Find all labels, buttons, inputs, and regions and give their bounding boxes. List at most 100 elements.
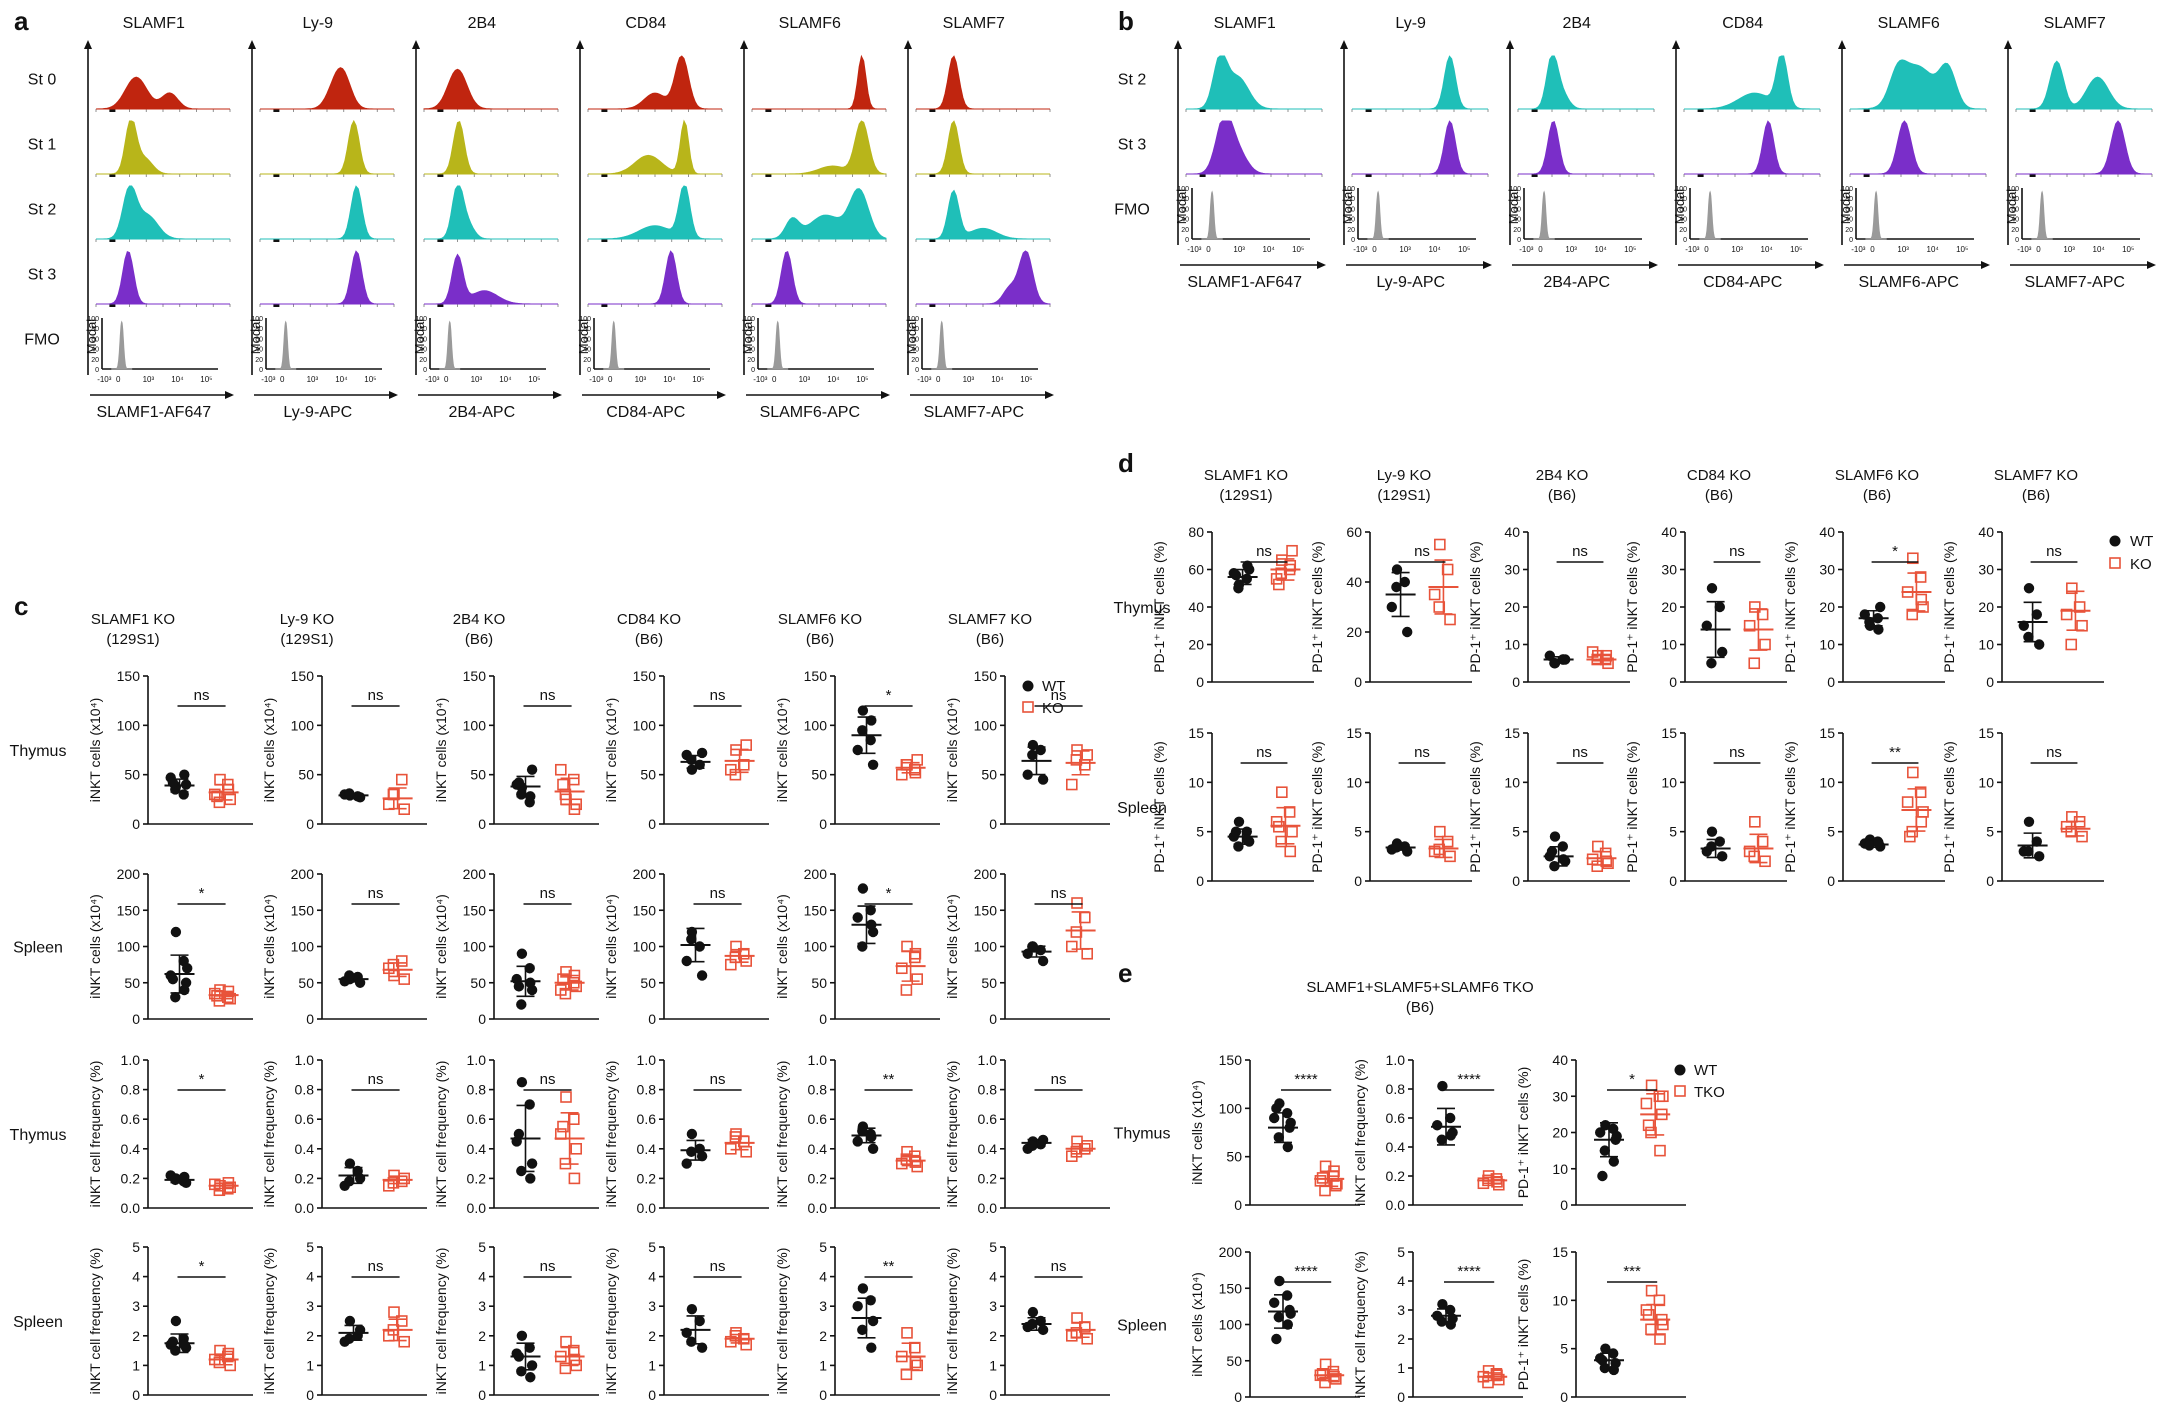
modal-tick-label: 0 (259, 367, 263, 374)
ko-point (387, 1177, 400, 1189)
histogram-zero-marker (273, 174, 280, 177)
ko-point (1756, 608, 1769, 621)
ko-point (1482, 1376, 1494, 1389)
wt-point (1437, 1080, 1448, 1092)
ko-point (737, 947, 750, 960)
ko-point (1642, 1309, 1655, 1321)
ko-point (1491, 1369, 1503, 1382)
modal-tick-label: 100 (251, 316, 263, 323)
ko-point (211, 989, 223, 1002)
scatter-y-tick-label: 0.2 (295, 1170, 315, 1186)
ko-point (1917, 601, 1929, 613)
scatter-y-tick-label: 0 (478, 1387, 486, 1403)
ko-point (1654, 1144, 1666, 1157)
modal-tick-label: 100 (2007, 186, 2019, 193)
scatter-y-tick-label: 30 (1978, 562, 1994, 578)
ko-point (1444, 850, 1456, 863)
scatter-y-axis-label: PD-1⁺ iNKT cells (%) (1624, 741, 1640, 873)
scatter-column-title: SLAMF6 KO (778, 611, 862, 628)
ko-point (729, 768, 742, 781)
significance-label: ** (883, 1258, 895, 1275)
scatter-y-tick-label: 10 (1504, 637, 1520, 653)
scatter-y-tick-label: 15 (1504, 725, 1520, 741)
scatter-y-axis-label: PD-1⁺ iNKT cells (%) (1467, 541, 1483, 673)
scatter-y-tick-label: 0 (478, 816, 486, 832)
histogram-st0 (423, 68, 558, 110)
scatter-y-tick-label: 0.4 (295, 1141, 315, 1157)
wt-point (179, 984, 190, 996)
wt-point (1717, 646, 1728, 658)
wt-point (513, 1128, 525, 1140)
scatter-y-axis-label: PD-1⁺ iNKT cells (%) (1467, 741, 1483, 873)
scatter-y-tick-label: 1.0 (637, 1052, 657, 1068)
modal-tick-label: 60 (1845, 206, 1853, 213)
histogram-zero-marker (601, 239, 608, 242)
histogram-zero-marker (929, 174, 936, 177)
scatter-y-tick-label: 40 (1188, 599, 1204, 615)
ko-point (900, 984, 913, 996)
scatter-y-tick-label: 3 (478, 1298, 486, 1314)
scatter-row-label: Thymus (1114, 1126, 1171, 1143)
ko-point (730, 940, 742, 953)
significance-label: ** (1889, 744, 1901, 761)
wt-point (1386, 601, 1398, 613)
scatter-y-tick-label: 0 (1669, 674, 1677, 690)
scatter-column-title: 2B4 KO (1536, 467, 1589, 484)
ko-point (1286, 825, 1298, 838)
histogram-st3 (1684, 120, 1820, 175)
scatter-y-tick-label: 0.0 (1386, 1197, 1406, 1213)
histogram-st2 (424, 185, 558, 240)
modal-tick-label: 20 (1845, 227, 1853, 234)
ko-point (900, 758, 913, 771)
wt-point (1706, 841, 1717, 852)
histogram-x-tick: 10³ (1897, 245, 1909, 254)
histogram-x-tick: 10⁴ (335, 375, 348, 384)
wt-point (694, 941, 705, 952)
histogram-x-tick: 10⁴ (663, 375, 676, 384)
ko-point (1749, 601, 1761, 613)
wt-point (1558, 654, 1569, 665)
scatter-y-tick-label: 0.4 (1386, 1139, 1406, 1155)
wt-point (1230, 569, 1242, 581)
significance-label: *** (1623, 1263, 1641, 1280)
wt-point (1282, 1290, 1293, 1301)
panel-label-d: d (1118, 448, 1134, 478)
modal-tick-label: 0 (587, 367, 591, 374)
scatter-y-tick-label: 4 (989, 1269, 997, 1285)
significance-label: ns (540, 687, 556, 704)
scatter-y-tick-label: 0 (1512, 873, 1520, 889)
scatter-y-tick-label: 40 (1504, 524, 1520, 540)
scatter-y-tick-label: 20 (1978, 599, 1994, 615)
wt-point (2023, 631, 2034, 643)
scatter-y-tick-label: 0.6 (978, 1111, 998, 1127)
wt-point (344, 1176, 355, 1187)
histogram-zero-marker (765, 174, 772, 177)
wt-point (1872, 613, 1884, 624)
significance-label: ns (194, 687, 210, 704)
histogram-x-tick: 10³ (1731, 245, 1743, 254)
ko-point (2065, 825, 2078, 838)
ko-point (1645, 1284, 1658, 1297)
modal-tick-label: 60 (419, 336, 427, 343)
histogram-x-tick: 10⁴ (827, 375, 840, 384)
histogram-column-title: SLAMF6 (779, 15, 841, 32)
ko-point (224, 992, 236, 1005)
modal-tick-label: 100 (1343, 186, 1355, 193)
histogram-st0 (916, 55, 1050, 110)
modal-tick-label: 20 (91, 357, 99, 364)
ko-point (1915, 815, 1928, 828)
scatter-y-tick-label: 0.4 (121, 1141, 141, 1157)
histogram-x-tick: 10⁴ (991, 375, 1004, 384)
histogram-zero-marker (601, 109, 608, 112)
scatter-y-tick-label: 5 (478, 1239, 486, 1255)
wt-point (1285, 1308, 1296, 1319)
modal-tick-label: 40 (91, 347, 99, 354)
histogram-st2 (752, 188, 887, 240)
histogram-st2 (1684, 55, 1820, 110)
modal-tick-label: 0 (751, 367, 755, 374)
wt-point (1027, 941, 1038, 952)
scatter-y-tick-label: 10 (1552, 1292, 1568, 1308)
histogram-x-tick: 10³ (471, 375, 483, 384)
ko-point (1330, 1179, 1342, 1192)
scatter-row-label: Spleen (13, 940, 63, 957)
